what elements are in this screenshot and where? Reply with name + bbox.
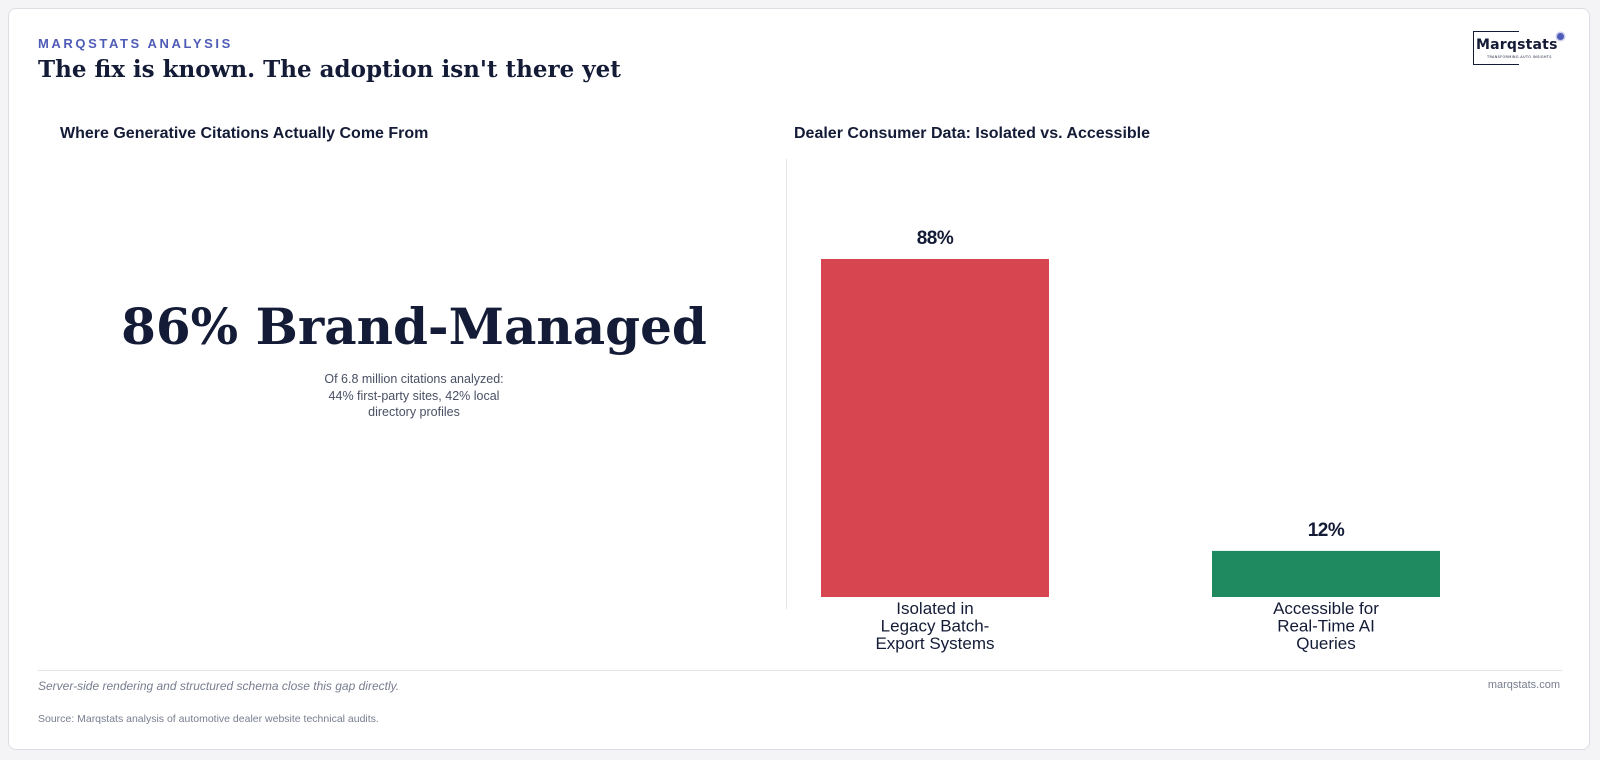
stat-note: Of 6.8 million citations analyzed: 44% f…	[324, 372, 504, 419]
left-panel-title: Where Generative Citations Actually Come…	[60, 125, 429, 142]
site-url: marqstats.com	[1487, 679, 1560, 691]
logo-tagline: TRANSFORMING AUTO INSIGHTS	[1487, 55, 1552, 59]
category-label-2: Accessible for Real-Time AI Queries	[1273, 599, 1379, 653]
bar-1	[821, 259, 1049, 597]
footer-divider	[38, 670, 1562, 671]
page-title: The fix is known. The adoption isn't the…	[38, 56, 621, 83]
logo-wordmark: Marqstats	[1476, 37, 1559, 53]
logo-frame	[1473, 31, 1519, 65]
logo-dot-icon	[1557, 33, 1564, 40]
big-stat: 86% Brand-Managed	[121, 297, 707, 356]
category-label-1: Isolated in Legacy Batch-Export Systems	[875, 599, 994, 653]
marqstats-logo: Marqstats TRANSFORMING AUTO INSIGHTS	[1473, 31, 1565, 73]
bar-value-label-2: 12%	[1308, 520, 1345, 541]
infographic-card: MARQSTATS ANALYSIS The fix is known. The…	[8, 8, 1590, 750]
footer-note: Server-side rendering and structured sch…	[38, 679, 400, 693]
eyebrow-label: MARQSTATS ANALYSIS	[38, 36, 233, 51]
right-panel-title: Dealer Consumer Data: Isolated vs. Acces…	[794, 125, 1150, 142]
source-note: Source: Marqstats analysis of automotive…	[38, 713, 379, 725]
bar-value-label-1: 88%	[917, 228, 954, 249]
panel-divider	[786, 159, 787, 609]
bar-2	[1212, 550, 1440, 597]
bar-chart: 88% Isolated in Legacy Batch-Export System…	[821, 228, 1440, 653]
